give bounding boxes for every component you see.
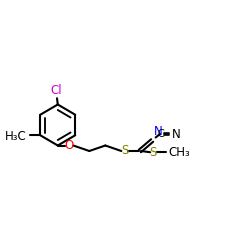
- Text: N: N: [154, 125, 162, 138]
- Text: H₃C: H₃C: [5, 130, 27, 143]
- Text: C: C: [157, 129, 164, 139]
- Text: S: S: [150, 146, 157, 159]
- Text: Cl: Cl: [51, 84, 62, 96]
- Text: N: N: [172, 128, 181, 140]
- Text: O: O: [64, 139, 74, 152]
- Text: S: S: [121, 144, 129, 158]
- Text: CH₃: CH₃: [168, 146, 190, 159]
